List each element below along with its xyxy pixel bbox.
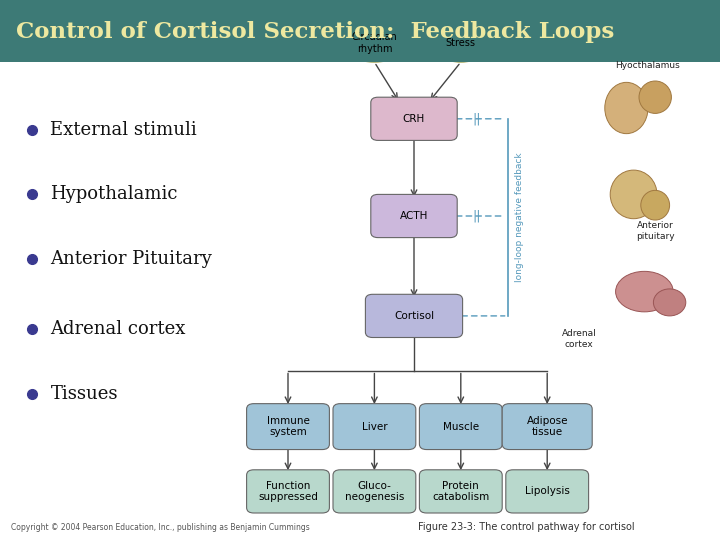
Ellipse shape [641,190,670,220]
Text: External stimuli: External stimuli [50,120,197,139]
FancyBboxPatch shape [371,194,457,238]
Text: Muscle: Muscle [443,422,479,431]
FancyBboxPatch shape [246,404,330,449]
FancyBboxPatch shape [505,470,589,513]
Text: ACTH: ACTH [400,211,428,221]
FancyBboxPatch shape [0,0,720,62]
FancyBboxPatch shape [419,404,503,449]
FancyBboxPatch shape [333,470,416,513]
FancyBboxPatch shape [419,470,503,513]
Text: Protein
catabolism: Protein catabolism [432,481,490,502]
Ellipse shape [605,82,648,133]
Text: long-loop negative feedback: long-loop negative feedback [516,152,524,282]
Text: Stress: Stress [446,38,476,48]
Text: Hypothalamic: Hypothalamic [50,185,178,204]
FancyBboxPatch shape [503,404,593,449]
Text: Anterior
pituitary: Anterior pituitary [636,221,675,241]
FancyBboxPatch shape [333,404,416,449]
Text: Hyocthalamus: Hyocthalamus [616,61,680,70]
Text: Control of Cortisol Secretion:  Feedback Loops: Control of Cortisol Secretion: Feedback … [16,22,614,43]
Ellipse shape [654,289,686,316]
FancyBboxPatch shape [246,470,330,513]
Text: Lipolysis: Lipolysis [525,487,570,496]
Ellipse shape [341,24,409,62]
Text: Tissues: Tissues [50,385,118,403]
Text: Figure 23-3: The control pathway for cortisol: Figure 23-3: The control pathway for cor… [418,522,634,532]
Text: ||: || [473,210,481,222]
FancyBboxPatch shape [371,97,457,140]
Text: Anterior Pituitary: Anterior Pituitary [50,250,212,268]
Text: Adrenal
cortex: Adrenal cortex [562,329,596,349]
Text: Adipose
tissue: Adipose tissue [526,416,568,437]
Ellipse shape [431,24,492,62]
Text: CRH: CRH [403,114,425,124]
Text: Cortisol: Cortisol [394,311,434,321]
Text: Copyright © 2004 Pearson Education, Inc., publishing as Benjamin Cummings: Copyright © 2004 Pearson Education, Inc.… [11,523,310,532]
Text: Function
suppressed: Function suppressed [258,481,318,502]
Text: Gluco-
neogenesis: Gluco- neogenesis [345,481,404,502]
Ellipse shape [611,170,657,219]
Text: Adrenal cortex: Adrenal cortex [50,320,186,339]
Ellipse shape [616,271,673,312]
FancyBboxPatch shape [365,294,462,338]
Text: Immune
system: Immune system [266,416,310,437]
Text: Liver: Liver [361,422,387,431]
Text: Circadian
rhythm: Circadian rhythm [351,32,397,54]
Ellipse shape [639,81,672,113]
Text: ||: || [473,112,481,125]
